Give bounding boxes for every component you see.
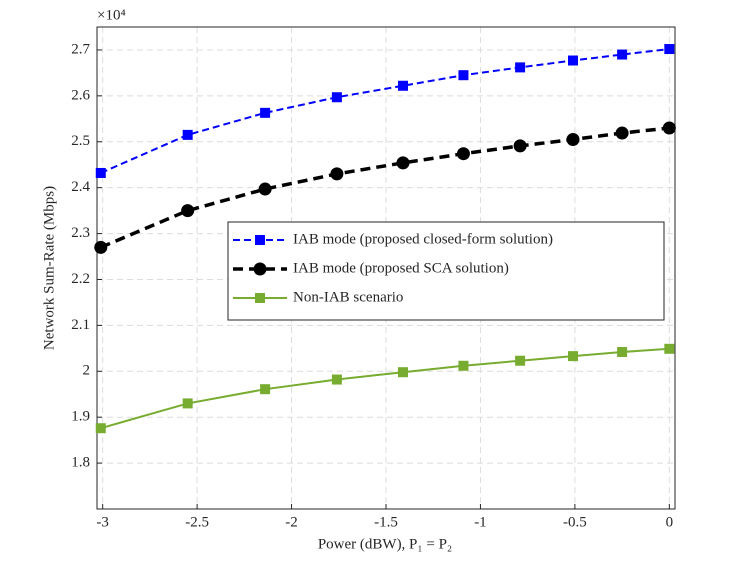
x-tick-label: -0.5 <box>563 514 587 530</box>
y-tick-label: 2.2 <box>71 271 90 287</box>
legend-marker <box>255 235 265 245</box>
data-point <box>568 351 578 362</box>
y-tick-label: 2 <box>83 363 91 379</box>
data-point <box>458 70 469 81</box>
data-point <box>662 121 676 135</box>
y-tick-label: 1.8 <box>71 455 90 471</box>
data-point <box>513 139 527 153</box>
data-point <box>458 360 469 371</box>
data-point <box>182 129 193 140</box>
data-point <box>398 80 408 91</box>
x-tick-label: -3 <box>96 514 109 530</box>
y-axis-label: Network Sum-Rate (Mbps) <box>41 186 57 350</box>
data-point <box>615 126 629 140</box>
data-point <box>95 423 106 434</box>
legend-label: Non-IAB scenario <box>293 289 403 305</box>
series-line <box>100 347 670 430</box>
legend-label: IAB mode (proposed closed-form solution) <box>293 231 553 247</box>
data-point <box>398 367 408 378</box>
series-line <box>100 48 670 174</box>
x-tick-label: -2.5 <box>185 514 209 530</box>
data-point <box>566 132 580 146</box>
data-point <box>664 44 675 55</box>
y-tick-label: 2.3 <box>71 225 90 241</box>
data-point <box>515 355 526 366</box>
data-point <box>396 156 410 170</box>
data-point <box>331 92 342 103</box>
data-point <box>456 147 470 161</box>
data-point <box>260 107 271 118</box>
data-point <box>664 343 675 354</box>
y-tick-label: 2.7 <box>71 41 90 57</box>
data-point <box>568 55 578 66</box>
series-line <box>100 126 670 249</box>
legend-label: IAB mode (proposed SCA solution) <box>293 260 509 276</box>
data-point <box>94 240 108 254</box>
data-point <box>95 167 106 178</box>
data-point <box>258 182 272 196</box>
plot-frame <box>96 26 676 510</box>
data-point <box>617 49 628 60</box>
data-point <box>617 347 628 358</box>
legend-box <box>227 221 665 321</box>
data-point <box>330 167 344 181</box>
y-tick-label: 1.9 <box>71 409 90 425</box>
x-tick-label: -1.5 <box>374 514 398 530</box>
data-point <box>515 62 526 73</box>
y-tick-label: 2.6 <box>71 87 90 103</box>
y-tick-label: 2.5 <box>71 133 90 149</box>
y-multiplier: ×10⁴ <box>97 7 126 23</box>
x-tick-label: 0 <box>666 514 674 530</box>
x-tick-label: -1 <box>474 514 487 530</box>
data-point <box>260 384 271 395</box>
y-tick-label: 2.4 <box>71 179 90 195</box>
x-axis-label: Power (dBW), P₁ = P₂ <box>318 536 452 552</box>
data-point <box>182 398 193 409</box>
legend-marker <box>253 262 267 276</box>
y-tick-label: 2.1 <box>71 317 90 333</box>
data-point <box>331 374 342 385</box>
x-tick-label: -2 <box>285 514 298 530</box>
legend-marker <box>255 293 265 303</box>
data-point <box>181 204 195 218</box>
